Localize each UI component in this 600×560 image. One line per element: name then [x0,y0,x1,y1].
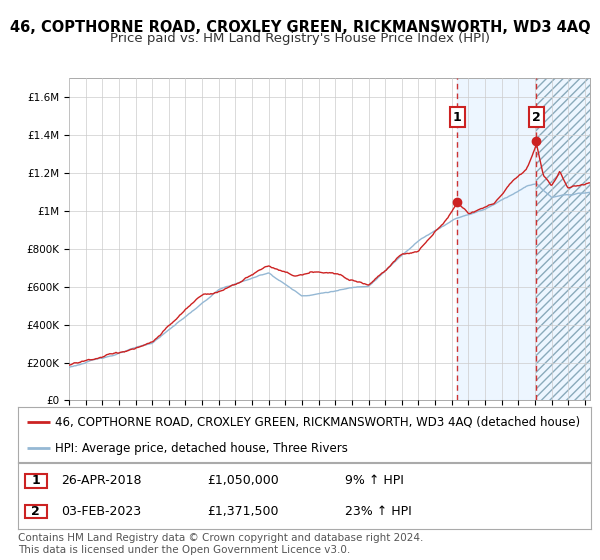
Text: £1,050,000: £1,050,000 [207,474,279,487]
Text: 26-APR-2018: 26-APR-2018 [61,474,142,487]
Text: 46, COPTHORNE ROAD, CROXLEY GREEN, RICKMANSWORTH, WD3 4AQ (detached house): 46, COPTHORNE ROAD, CROXLEY GREEN, RICKM… [55,416,580,428]
Text: 03-FEB-2023: 03-FEB-2023 [61,505,141,518]
Bar [536,78,590,400]
Text: 46, COPTHORNE ROAD, CROXLEY GREEN, RICKMANSWORTH, WD3 4AQ: 46, COPTHORNE ROAD, CROXLEY GREEN, RICKM… [10,20,590,35]
Text: 9% ↑ HPI: 9% ↑ HPI [344,474,403,487]
Bar [457,78,590,400]
Text: 2: 2 [532,110,541,124]
FancyBboxPatch shape [25,474,47,488]
Text: Contains HM Land Registry data © Crown copyright and database right 2024.
This d: Contains HM Land Registry data © Crown c… [18,533,424,555]
Text: 2: 2 [31,505,40,518]
FancyBboxPatch shape [25,505,47,518]
Text: 23% ↑ HPI: 23% ↑ HPI [344,505,412,518]
Text: £1,371,500: £1,371,500 [207,505,278,518]
Text: HPI: Average price, detached house, Three Rivers: HPI: Average price, detached house, Thre… [55,442,348,455]
Text: 1: 1 [452,110,461,124]
Text: Price paid vs. HM Land Registry's House Price Index (HPI): Price paid vs. HM Land Registry's House … [110,32,490,45]
Text: 1: 1 [31,474,40,487]
